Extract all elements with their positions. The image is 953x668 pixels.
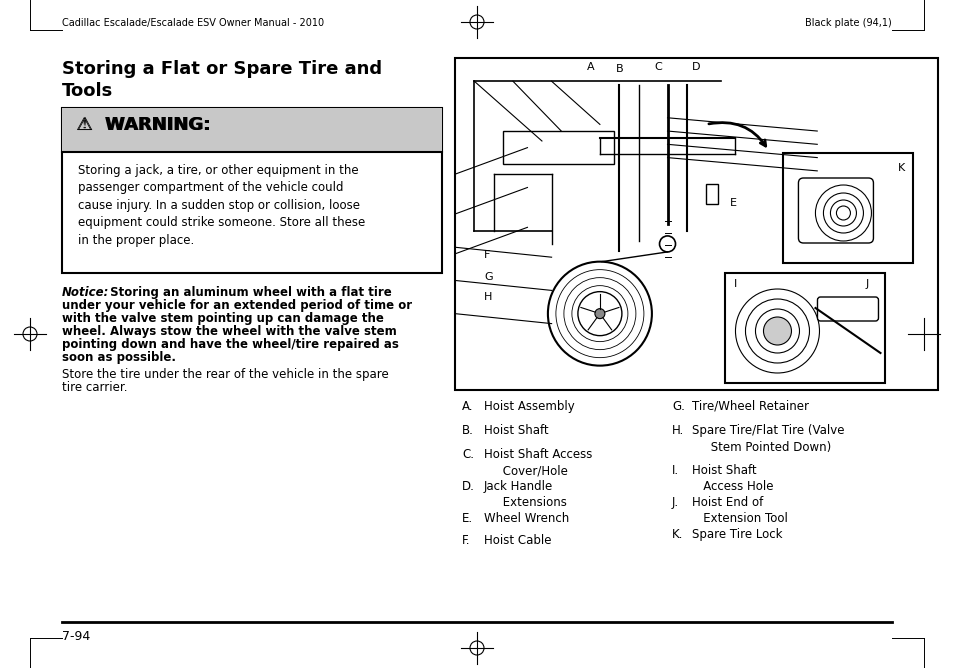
Circle shape [595, 309, 604, 319]
Text: Hoist End of
   Extension Tool: Hoist End of Extension Tool [691, 496, 787, 526]
Text: B.: B. [461, 424, 474, 437]
Text: Hoist Shaft: Hoist Shaft [483, 424, 548, 437]
Text: F: F [483, 250, 490, 260]
Text: Jack Handle
     Extensions: Jack Handle Extensions [483, 480, 566, 510]
FancyBboxPatch shape [798, 178, 873, 243]
Text: J: J [864, 279, 868, 289]
Text: tire carrier.: tire carrier. [62, 381, 128, 394]
Text: I: I [733, 279, 736, 289]
Text: 7-94: 7-94 [62, 630, 91, 643]
Text: ⚠  WARNING:: ⚠ WARNING: [77, 116, 211, 134]
Text: pointing down and have the wheel/tire repaired as: pointing down and have the wheel/tire re… [62, 338, 398, 351]
Text: under your vehicle for an extended period of time or: under your vehicle for an extended perio… [62, 299, 412, 312]
Text: D: D [692, 62, 700, 72]
Text: C: C [654, 62, 661, 72]
Text: Hoist Assembly: Hoist Assembly [483, 400, 574, 413]
Text: Spare Tire Lock: Spare Tire Lock [691, 528, 781, 541]
Bar [62, 108, 441, 273]
Text: B: B [615, 64, 622, 74]
Text: I.: I. [671, 464, 679, 477]
Text: F.: F. [461, 534, 470, 547]
Text: A: A [586, 62, 594, 72]
Text: E.: E. [461, 512, 473, 525]
Bar [724, 273, 884, 383]
Text: C.: C. [461, 448, 474, 461]
Text: Black plate (94,1): Black plate (94,1) [804, 18, 891, 28]
Text: Wheel Wrench: Wheel Wrench [483, 512, 569, 525]
Text: Storing a Flat or Spare Tire and: Storing a Flat or Spare Tire and [62, 60, 382, 78]
Bar [782, 153, 912, 263]
Bar [705, 184, 718, 204]
FancyBboxPatch shape [817, 297, 878, 321]
Bar [455, 58, 937, 390]
Text: G: G [483, 272, 492, 282]
Text: Tools: Tools [62, 82, 113, 100]
Text: Hoist Shaft Access
     Cover/Hole: Hoist Shaft Access Cover/Hole [483, 448, 592, 478]
Text: A.: A. [461, 400, 473, 413]
Text: H.: H. [671, 424, 683, 437]
Circle shape [762, 317, 791, 345]
Text: J.: J. [671, 496, 679, 509]
Bar [503, 131, 614, 164]
Text: D.: D. [461, 480, 475, 493]
Bar [62, 108, 441, 152]
Text: Storing an aluminum wheel with a flat tire: Storing an aluminum wheel with a flat ti… [106, 286, 392, 299]
Text: Tire/Wheel Retainer: Tire/Wheel Retainer [691, 400, 808, 413]
Text: soon as possible.: soon as possible. [62, 351, 175, 364]
Text: Cadillac Escalade/Escalade ESV Owner Manual - 2010: Cadillac Escalade/Escalade ESV Owner Man… [62, 18, 324, 28]
Text: G.: G. [671, 400, 684, 413]
Text: Notice:: Notice: [62, 286, 110, 299]
Text: ⚠  WARNING:: ⚠ WARNING: [76, 116, 210, 134]
Text: wheel. Always stow the wheel with the valve stem: wheel. Always stow the wheel with the va… [62, 325, 396, 338]
Text: K.: K. [671, 528, 682, 541]
Text: Hoist Cable: Hoist Cable [483, 534, 551, 547]
Text: E: E [730, 198, 737, 208]
Text: H: H [483, 292, 492, 302]
Text: Spare Tire/Flat Tire (Valve
     Stem Pointed Down): Spare Tire/Flat Tire (Valve Stem Pointed… [691, 424, 843, 454]
Text: Hoist Shaft
   Access Hole: Hoist Shaft Access Hole [691, 464, 773, 494]
Text: Storing a jack, a tire, or other equipment in the
passenger compartment of the v: Storing a jack, a tire, or other equipme… [78, 164, 365, 247]
Text: with the valve stem pointing up can damage the: with the valve stem pointing up can dama… [62, 312, 383, 325]
Text: K: K [897, 163, 903, 173]
Text: Store the tire under the rear of the vehicle in the spare: Store the tire under the rear of the veh… [62, 368, 388, 381]
